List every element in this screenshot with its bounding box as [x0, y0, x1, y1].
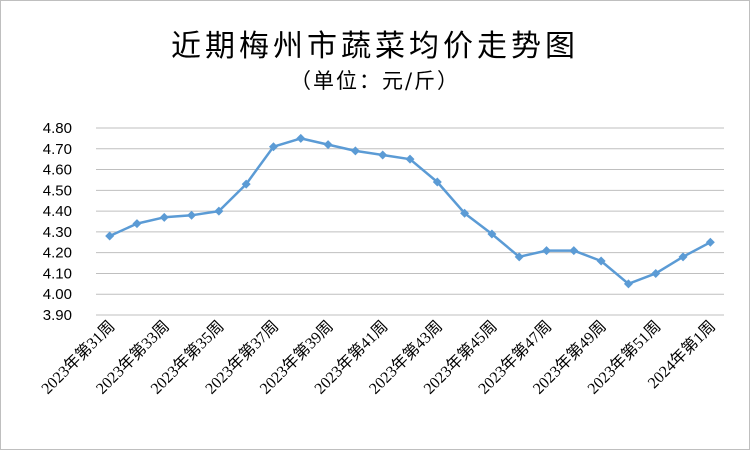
chart-subtitle: （单位：元/斤） — [289, 69, 461, 93]
data-point-marker — [678, 252, 688, 262]
y-tick-label: 4.50 — [43, 182, 72, 199]
data-point-marker — [323, 140, 333, 150]
y-tick-label: 4.30 — [43, 224, 72, 241]
y-tick-label: 4.10 — [43, 265, 72, 282]
data-point-marker — [623, 279, 633, 289]
y-tick-label: 4.70 — [43, 141, 72, 158]
data-point-marker — [405, 154, 415, 164]
data-point-marker — [159, 212, 169, 222]
y-tick-label: 4.80 — [43, 120, 72, 137]
data-point-marker — [268, 142, 278, 152]
gridlines — [96, 127, 724, 316]
data-point-marker — [296, 133, 306, 143]
data-point-marker — [378, 150, 388, 160]
y-tick-label: 4.20 — [43, 245, 72, 262]
data-point-marker — [214, 206, 224, 216]
y-tick-label: 4.00 — [43, 286, 72, 303]
data-point-marker — [705, 237, 715, 247]
data-point-marker — [651, 268, 661, 278]
data-point-marker — [460, 208, 470, 218]
data-point-marker — [487, 229, 497, 239]
chart-title: 近期梅州市蔬菜均价走势图 — [171, 29, 579, 64]
data-point-marker — [542, 246, 552, 256]
data-point-marker — [105, 231, 115, 241]
data-point-marker — [569, 246, 579, 256]
y-tick-label: 4.60 — [43, 162, 72, 179]
data-point-marker — [432, 177, 442, 187]
data-point-marker — [187, 210, 197, 220]
y-tick-label: 3.90 — [43, 307, 72, 324]
data-point-marker — [514, 252, 524, 262]
series-vegetable-avg-price — [105, 133, 715, 289]
x-axis-tick-labels: 2023年第31周2023年第33周2023年第35周2023年第37周2023… — [38, 317, 719, 398]
data-point-marker — [241, 179, 251, 189]
data-point-marker — [132, 219, 142, 229]
y-axis-tick-labels: 3.90 4.00 4.10 4.20 4.30 4.40 4.50 4.60 4.70 4.80 — [43, 120, 72, 324]
data-point-marker — [350, 146, 360, 156]
y-tick-label: 4.40 — [43, 203, 72, 220]
data-point-marker — [596, 256, 606, 266]
